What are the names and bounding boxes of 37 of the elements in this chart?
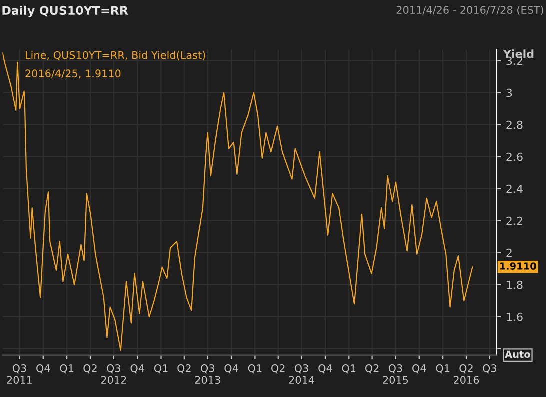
y-tick-label: 2: [506, 248, 512, 258]
annotation: 1.9110: [500, 262, 536, 270]
chart-title: Daily QUS10YT=RR: [2, 6, 128, 18]
y-axis-title: Yield: [503, 50, 534, 58]
x-tick-label: Q2: [178, 364, 191, 374]
y-tick-label: 3: [506, 88, 512, 98]
x-tick-label: Q4: [318, 364, 332, 374]
x-tick-label: Q1: [342, 364, 356, 374]
x-tick-label: Q4: [130, 364, 144, 374]
x-tick-label: Q2: [365, 364, 379, 374]
x-tick-label: Q1: [154, 364, 168, 374]
x-tick-label: Q3 2014: [289, 364, 314, 384]
x-tick-label: Q1: [436, 364, 450, 374]
y-tick-label: 2.2: [506, 216, 522, 226]
x-tick-label: Q3 2015: [383, 364, 408, 384]
x-tick-label: Q3 2012: [101, 364, 126, 384]
text: Auto: [505, 350, 530, 358]
chart-subtitle: 2011/4/26 - 2016/7/28 (EST): [396, 6, 544, 16]
y-tick-label: 2.6: [506, 152, 523, 162]
y-tick-label: 1.6: [507, 312, 523, 322]
x-tick-label: Q1: [248, 364, 262, 374]
x-tick-label: Q4: [36, 364, 50, 374]
series-label: Line, QUS10YT=RR, Bid Yield(Last): [26, 51, 206, 60]
line-series: [2, 52, 474, 352]
x-tick-label: Q1: [60, 364, 74, 374]
x-tick-label: Q3 2013: [195, 364, 220, 384]
y-tick-label: 2.4: [506, 184, 523, 194]
annotation: 2016/4/25, 1.9110: [26, 70, 121, 79]
x-tick-label: Q4: [412, 364, 426, 374]
x-tick-label: Q4: [224, 364, 238, 374]
y-tick-label: 2.8: [506, 120, 523, 130]
x-tick-label: Q2 2016: [454, 364, 480, 384]
y-tick-label: 1.8: [507, 280, 523, 290]
x-tick-label: Q2: [84, 364, 97, 374]
x-tick-label: Q3 2011: [7, 364, 32, 384]
x-tick-label: Q2: [272, 364, 285, 374]
x-tick-label: Q3: [483, 364, 496, 374]
